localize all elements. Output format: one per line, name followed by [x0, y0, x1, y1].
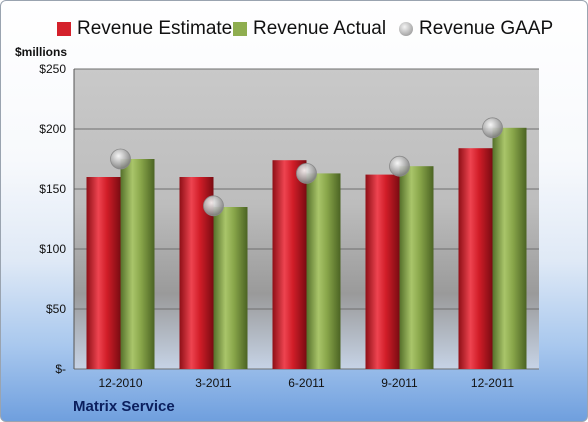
legend-swatch-estimate	[57, 22, 71, 36]
y-tick-label: $200	[39, 122, 66, 136]
x-tick-label: 12-2010	[98, 376, 142, 390]
x-tick-label: 3-2011	[195, 376, 232, 390]
y-tick-label: $100	[39, 242, 66, 256]
legend-label-actual: Revenue Actual	[253, 18, 387, 39]
y-axis-unit-label: $millions	[15, 45, 68, 59]
y-tick-label: $50	[46, 302, 66, 316]
x-tick-label: 9-2011	[381, 376, 418, 390]
bar-revenue-estimate	[272, 160, 307, 369]
bar-revenue-actual	[306, 173, 341, 369]
company-name: Matrix Service	[73, 398, 175, 415]
legend-swatch-actual	[233, 22, 247, 36]
bar-revenue-actual	[213, 207, 248, 369]
bar-revenue-estimate	[458, 148, 493, 369]
legend: Revenue Estimate Revenue Actual Revenue …	[1, 17, 587, 41]
bar-revenue-estimate	[365, 174, 400, 369]
point-revenue-gaap	[482, 117, 503, 139]
legend-label-estimate: Revenue Estimate	[77, 18, 233, 39]
bar-revenue-estimate	[86, 177, 121, 369]
x-tick-label: 12-2011	[471, 376, 514, 390]
point-revenue-gaap	[389, 155, 410, 177]
point-revenue-gaap	[296, 162, 317, 184]
x-tick-label: 6-2011	[288, 376, 325, 390]
point-revenue-gaap	[110, 148, 131, 170]
point-revenue-gaap	[203, 195, 224, 217]
y-tick-label: $150	[39, 182, 66, 196]
y-tick-label: $250	[39, 62, 66, 76]
bar-revenue-actual	[120, 159, 155, 369]
bar-revenue-actual	[399, 166, 434, 369]
legend-swatch-gaap	[399, 22, 413, 36]
bar-revenue-actual	[492, 127, 527, 369]
y-tick-label: $-	[55, 362, 66, 376]
legend-label-gaap: Revenue GAAP	[419, 18, 554, 39]
